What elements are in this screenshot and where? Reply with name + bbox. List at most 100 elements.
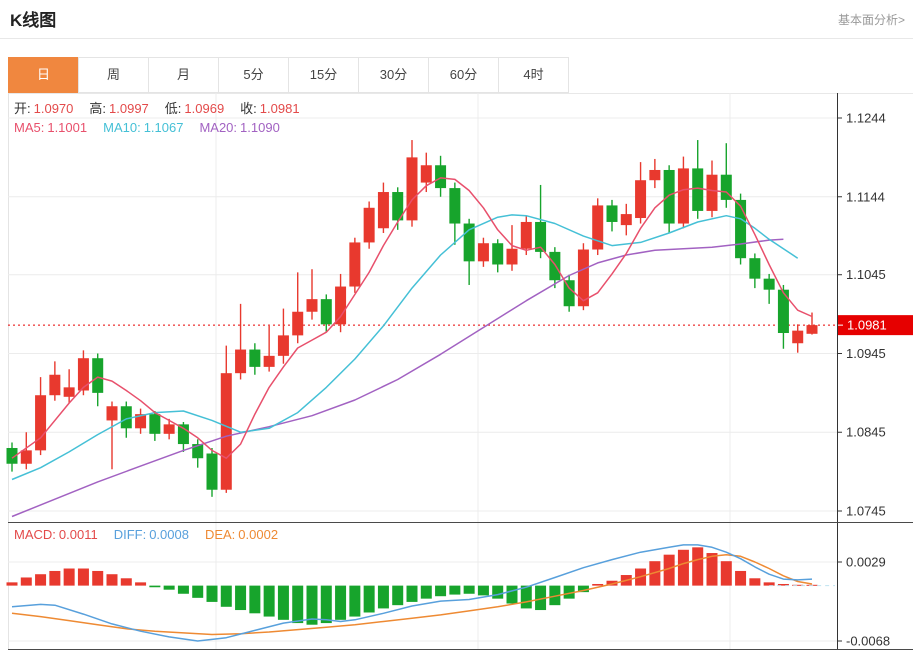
macd-bar xyxy=(577,585,589,593)
macd-bar xyxy=(663,554,675,586)
price-tick-label: 1.0945 xyxy=(846,346,886,361)
macd-bar xyxy=(563,585,575,599)
ma-legend: MA5: 1.1001 MA10: 1.1067 MA20: 1.1090 xyxy=(14,120,296,135)
macd-bar xyxy=(420,585,432,599)
macd-macd: MACD: 0.0011 xyxy=(14,527,98,542)
candle-body xyxy=(477,243,489,262)
macd-bar xyxy=(206,585,218,602)
candle-body xyxy=(520,221,532,249)
macd-bar xyxy=(677,549,689,586)
candle-body xyxy=(20,450,32,464)
macd-bar xyxy=(77,568,89,586)
tab-30min[interactable]: 30分 xyxy=(358,57,429,93)
macd-bar xyxy=(335,585,347,620)
page-title: K线图 xyxy=(10,11,57,30)
candle-body xyxy=(549,251,561,281)
price-tick-label: 1.1144 xyxy=(846,189,885,204)
macd-bar xyxy=(135,582,147,586)
last-price-badge: 1.0981 xyxy=(838,315,913,336)
macd-bar xyxy=(306,585,318,625)
candle-body xyxy=(263,355,275,367)
candle-body xyxy=(492,243,504,265)
candle-body xyxy=(692,168,704,211)
macd-bar xyxy=(163,585,175,590)
candle-body xyxy=(320,299,332,325)
macd-bar xyxy=(377,585,389,609)
candle-body xyxy=(606,205,618,222)
ma5-line xyxy=(11,177,813,459)
candle-body xyxy=(63,387,75,397)
ohlc-legend: 开: 1.0970 高: 1.0997 低: 1.0969 收: 1.0981 xyxy=(14,98,316,117)
macd-bar xyxy=(406,585,418,602)
macd-bar xyxy=(506,585,518,604)
macd-bar xyxy=(106,574,118,586)
tab-month[interactable]: 月 xyxy=(148,57,219,93)
price-tick-label: 1.0845 xyxy=(846,425,886,440)
macd-chart[interactable]: 0.0029 -0.0068 xyxy=(0,522,913,655)
candle-body xyxy=(420,165,432,183)
macd-legend: MACD: 0.0011 DIFF: 0.0008 DEA: 0.0002 xyxy=(14,527,294,542)
tab-4hour[interactable]: 4时 xyxy=(498,57,569,93)
macd-bar xyxy=(463,585,475,594)
macd-bar xyxy=(720,561,732,586)
price-tick-label: 1.0745 xyxy=(846,504,886,519)
macd-bar xyxy=(292,585,304,624)
macd-bar xyxy=(6,582,18,586)
diff-line xyxy=(11,544,813,642)
macd-bar xyxy=(592,583,604,586)
candle-body xyxy=(235,349,247,374)
macd-bar xyxy=(49,570,61,586)
macd-bar xyxy=(749,578,761,586)
candle-body xyxy=(106,406,118,421)
candle-body xyxy=(649,169,661,181)
macd-bar xyxy=(435,585,447,597)
candle-body xyxy=(77,358,89,391)
ma-ma5: MA5: 1.1001 xyxy=(14,120,88,135)
candle-body xyxy=(806,325,818,334)
candle-body xyxy=(735,199,747,259)
tab-week[interactable]: 周 xyxy=(78,57,149,93)
macd-bar xyxy=(792,584,804,586)
candle-body xyxy=(220,373,232,490)
candle-body xyxy=(277,335,289,356)
candle-body xyxy=(49,374,61,396)
candle-body xyxy=(792,330,804,344)
candle-body xyxy=(506,248,518,265)
candle-body xyxy=(377,192,389,229)
ma10-line xyxy=(11,214,799,481)
macd-bar xyxy=(92,570,104,586)
fundamental-analysis-link[interactable]: 基本面分析> xyxy=(837,13,905,27)
macd-bar xyxy=(192,585,204,598)
tab-15min[interactable]: 15分 xyxy=(288,57,359,93)
macd-histogram xyxy=(6,547,818,625)
macd-bar xyxy=(777,583,789,586)
badge-rect xyxy=(838,315,913,336)
price-chart[interactable]: 1.1244 1.1144 1.1045 1.0945 1.0845 1.0745 1.09… xyxy=(0,93,913,522)
macd-bar xyxy=(392,585,404,606)
macd-bar xyxy=(492,585,504,599)
macd-bar xyxy=(35,574,47,586)
tab-5min[interactable]: 5分 xyxy=(218,57,289,93)
tab-day[interactable]: 日 xyxy=(8,57,79,93)
candle-body xyxy=(706,174,718,211)
macd-tick-label: 0.0029 xyxy=(846,555,886,570)
candle-body xyxy=(720,174,732,200)
macd-bar xyxy=(520,585,532,609)
macd-bar xyxy=(120,578,132,586)
candle-body xyxy=(677,168,689,224)
macd-bar xyxy=(449,585,461,595)
macd-dea: DEA: 0.0002 xyxy=(204,527,279,542)
price-tick-label: 1.1244 xyxy=(846,111,886,126)
candle-body xyxy=(92,358,104,393)
macd-bar xyxy=(263,585,275,617)
ohlc-close: 收: 1.0981 xyxy=(240,101,300,116)
tab-60min[interactable]: 60分 xyxy=(428,57,499,93)
macd-diff: DIFF: 0.0008 xyxy=(113,527,189,542)
candle-body xyxy=(463,223,475,262)
ohlc-low: 低: 1.0969 xyxy=(164,101,225,116)
macd-bar xyxy=(177,585,189,594)
candle-body xyxy=(449,188,461,224)
badge-label: 1.0981 xyxy=(847,318,887,333)
candle-body xyxy=(635,180,647,219)
